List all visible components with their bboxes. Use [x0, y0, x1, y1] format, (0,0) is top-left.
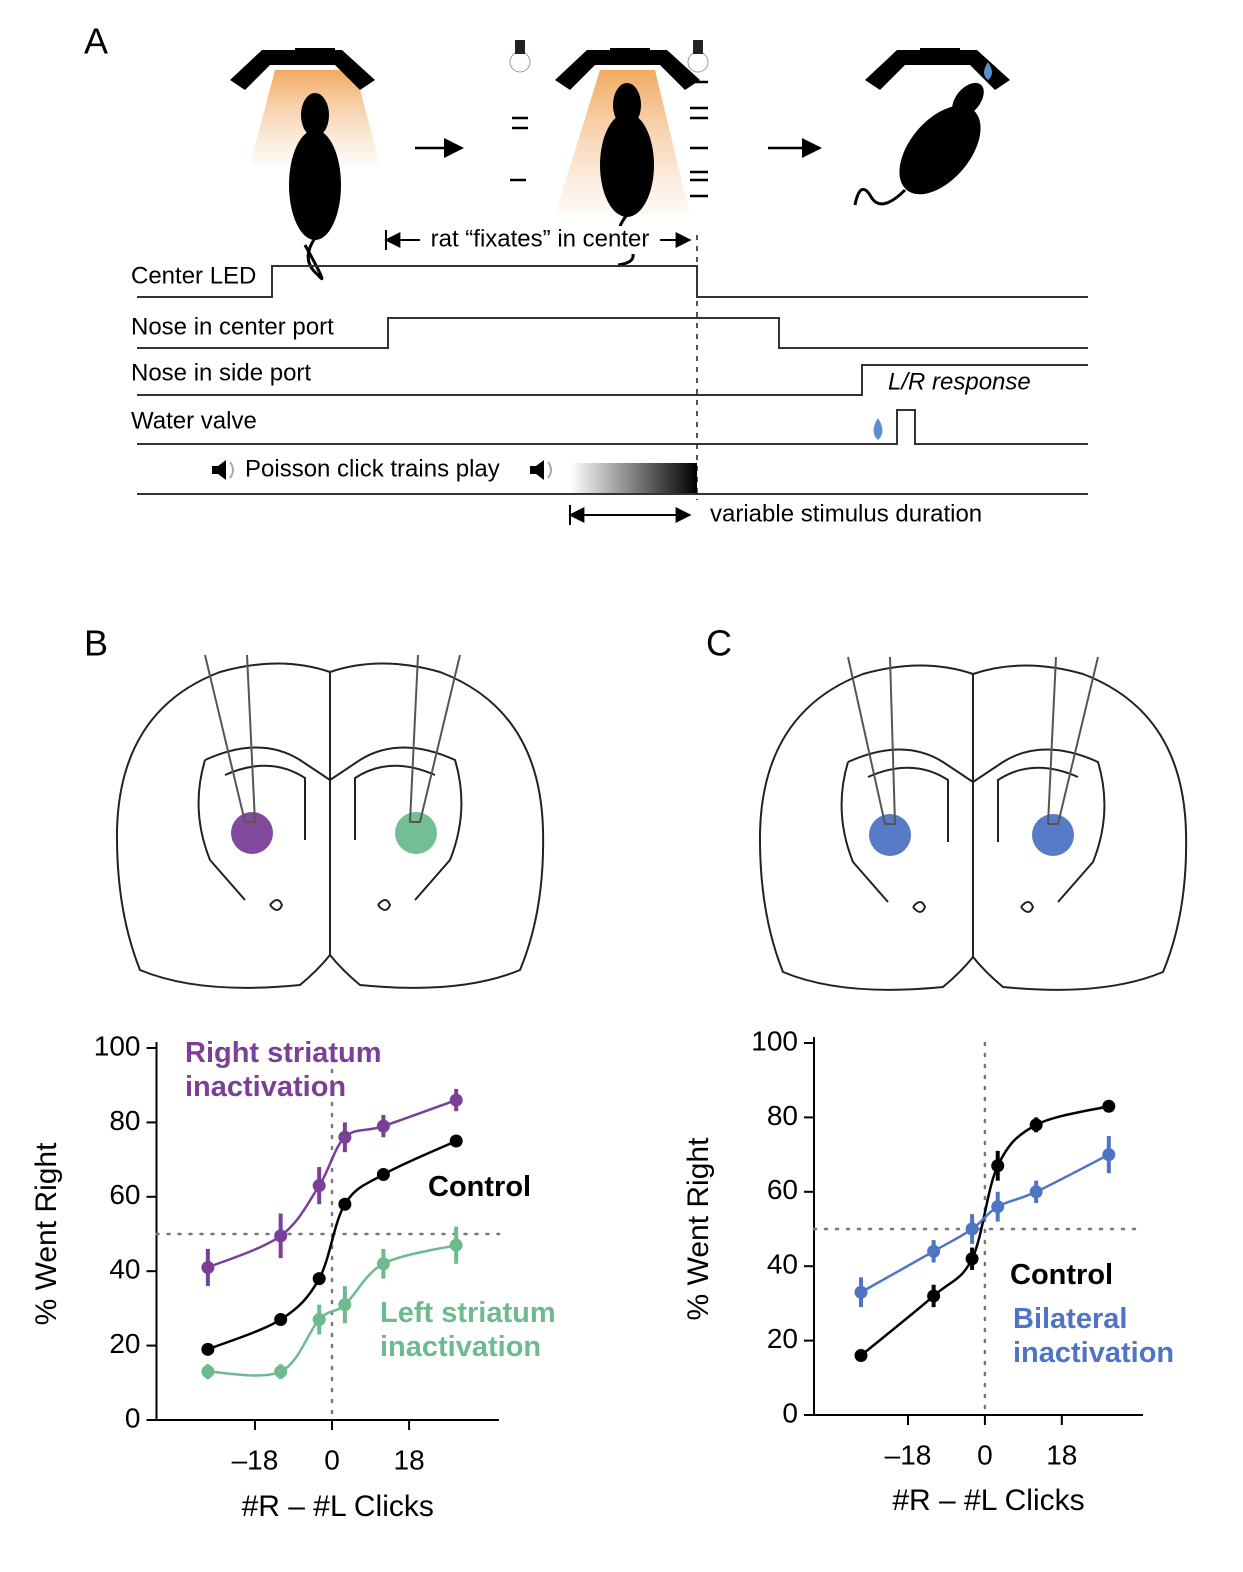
- x-axis-label: #R – #L Clicks: [892, 1484, 1084, 1517]
- panel-label: C: [706, 623, 732, 664]
- data-point: [991, 1200, 1005, 1214]
- fit-curve: [860, 1153, 1110, 1294]
- data-point: [1029, 1185, 1043, 1199]
- data-point: [274, 1229, 288, 1243]
- brain-diagram: [758, 656, 1188, 991]
- data-point: [376, 1119, 390, 1133]
- row-label: Center LED: [131, 262, 256, 289]
- x-tick-label: 18: [1046, 1439, 1077, 1470]
- y-axis-label: % Went Right: [682, 1137, 715, 1321]
- fit-curve: [207, 1243, 457, 1377]
- data-point: [274, 1313, 288, 1327]
- series-label: Control: [1010, 1259, 1114, 1291]
- y-tick-label: 40: [767, 1249, 798, 1280]
- y-tick-label: 100: [94, 1030, 141, 1061]
- timing-diagram: rat “fixates” in center Center LED Nose …: [131, 225, 1088, 527]
- fit-curve: [207, 1139, 457, 1351]
- y-tick-label: 0: [125, 1402, 141, 1433]
- data-point: [201, 1365, 215, 1379]
- x-tick-label: 0: [977, 1439, 993, 1470]
- data-point: [1102, 1148, 1116, 1162]
- data-point: [449, 1093, 463, 1107]
- data-point: [201, 1342, 215, 1356]
- fit-curve: [207, 1098, 457, 1269]
- series-label-text: Right striatum inactivation: [185, 1037, 382, 1103]
- data-point: [965, 1252, 979, 1266]
- row-label: Nose in center port: [131, 313, 334, 340]
- brain-diagram: [115, 654, 545, 989]
- series-label-text: Control: [428, 1171, 532, 1203]
- y-axis-label: % Went Right: [30, 1142, 63, 1326]
- data-point: [338, 1298, 352, 1312]
- data-point: [927, 1289, 941, 1303]
- data-point: [854, 1285, 868, 1299]
- response-label: L/R response: [888, 368, 1031, 395]
- data-point: [312, 1272, 326, 1286]
- y-tick-label: 100: [751, 1025, 798, 1056]
- data-point: [338, 1197, 352, 1211]
- series-label: Control: [428, 1171, 532, 1203]
- data-point: [376, 1257, 390, 1271]
- data-point: [376, 1167, 390, 1181]
- series-label: Bilateral inactivation: [1013, 1303, 1175, 1369]
- data-point: [991, 1159, 1005, 1173]
- data-point: [449, 1134, 463, 1148]
- row-label: Nose in side port: [131, 359, 311, 386]
- y-tick-label: 80: [767, 1100, 798, 1131]
- row-label: Poisson click trains play: [245, 455, 500, 482]
- series-label: Left striatum inactivation: [380, 1297, 556, 1363]
- data-point: [854, 1348, 868, 1362]
- x-tick-label: 18: [394, 1444, 425, 1475]
- data-point: [274, 1365, 288, 1379]
- series-label-text: Bilateral inactivation: [1013, 1303, 1175, 1369]
- fixate-label: rat “fixates” in center: [431, 225, 650, 252]
- data-point: [1029, 1118, 1043, 1132]
- y-tick-label: 20: [109, 1328, 140, 1359]
- series-label: Right striatum inactivation: [185, 1037, 382, 1103]
- data-point: [201, 1260, 215, 1274]
- series-label-text: Left striatum inactivation: [380, 1297, 556, 1363]
- x-tick-label: –18: [232, 1444, 279, 1475]
- y-tick-label: 60: [109, 1179, 140, 1210]
- x-tick-label: –18: [885, 1439, 932, 1470]
- series-label-text: Control: [1010, 1259, 1114, 1291]
- row-label: Water valve: [131, 407, 257, 434]
- x-tick-label: 0: [324, 1444, 340, 1475]
- y-tick-label: 20: [767, 1323, 798, 1354]
- data-point: [1102, 1099, 1116, 1113]
- y-tick-label: 60: [767, 1174, 798, 1205]
- data-point: [312, 1313, 326, 1327]
- data-point: [338, 1130, 352, 1144]
- data-point: [927, 1244, 941, 1258]
- y-tick-label: 80: [109, 1105, 140, 1136]
- data-point: [449, 1238, 463, 1252]
- panel-label: B: [84, 623, 108, 664]
- duration-label: variable stimulus duration: [710, 500, 982, 527]
- panel-label: A: [84, 21, 108, 62]
- data-point: [312, 1179, 326, 1193]
- data-point: [965, 1222, 979, 1236]
- y-tick-label: 0: [782, 1397, 798, 1428]
- y-tick-label: 40: [109, 1254, 140, 1285]
- x-axis-label: #R – #L Clicks: [242, 1490, 434, 1523]
- rat-scenes: [230, 40, 1010, 281]
